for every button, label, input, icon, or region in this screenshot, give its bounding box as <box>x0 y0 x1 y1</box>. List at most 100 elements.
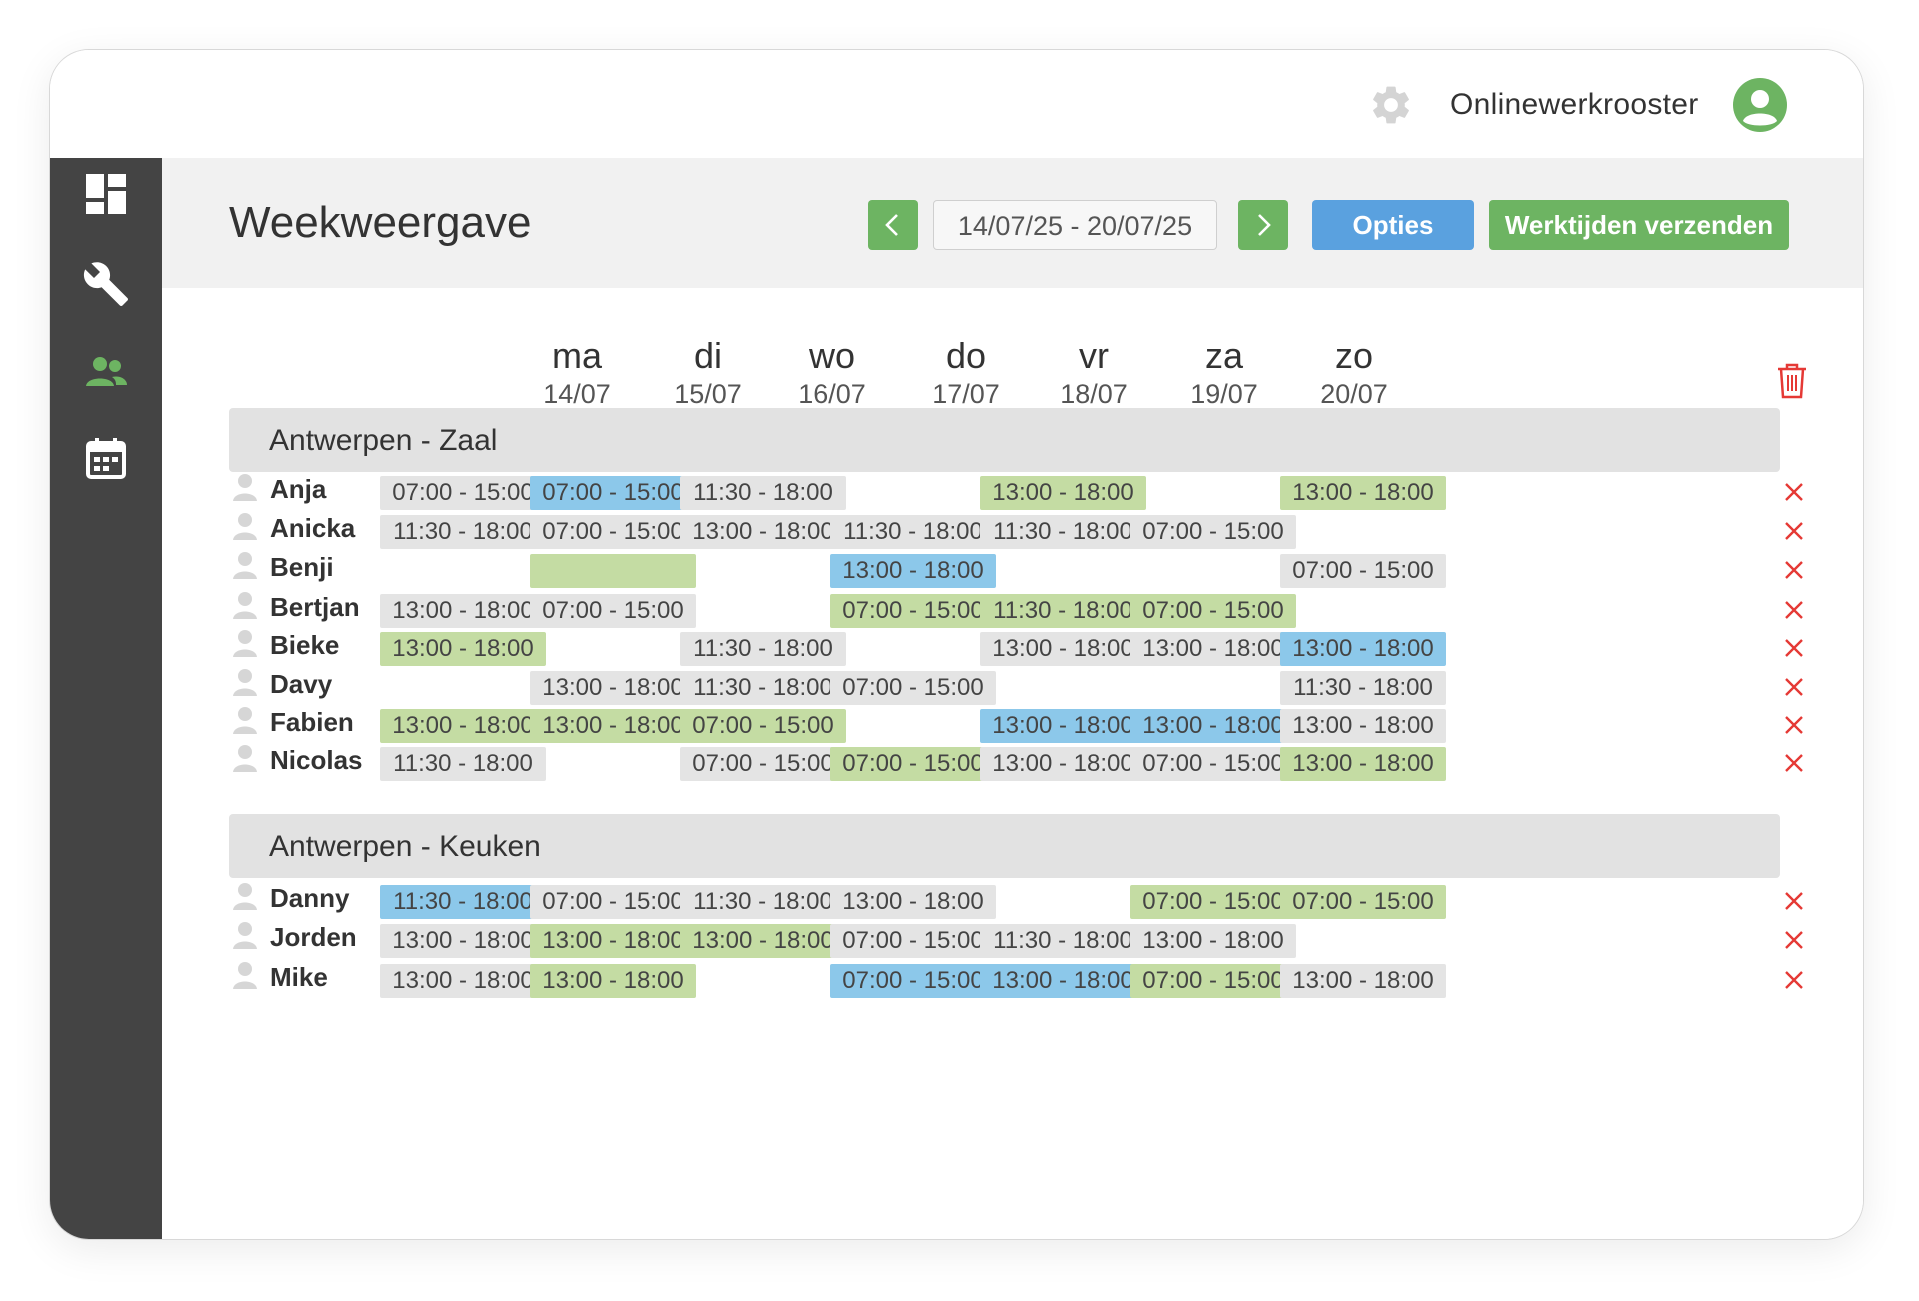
person-icon <box>233 474 257 501</box>
delete-row-icon[interactable] <box>1782 558 1806 582</box>
shift-cell[interactable]: 13:00 - 18:00 <box>1280 747 1446 781</box>
shift-cell[interactable]: 13:00 - 18:00 <box>1130 632 1296 666</box>
user-avatar-icon[interactable] <box>1733 78 1787 132</box>
shift-cell[interactable]: 13:00 - 18:00 <box>530 964 696 998</box>
shift-cell[interactable]: 13:00 - 18:00 <box>830 885 996 919</box>
shift-cell[interactable]: 13:00 - 18:00 <box>380 709 546 743</box>
schedule-row: Anicka 11:30 - 18:00 07:00 - 15:00 13:00 - … <box>162 509 1863 553</box>
shift-cell[interactable]: 07:00 - 15:00 <box>530 885 696 919</box>
shift-cell[interactable]: 11:30 - 18:00 <box>980 515 1146 549</box>
shift-cell[interactable]: 13:00 - 18:00 <box>380 964 546 998</box>
group-header: Antwerpen - Zaal <box>229 408 1780 472</box>
shift-cell[interactable]: 13:00 - 18:00 <box>980 632 1146 666</box>
shift-cell[interactable]: 13:00 - 18:00 <box>680 924 846 958</box>
person-icon <box>233 552 257 579</box>
dashboard-icon[interactable] <box>82 170 130 218</box>
shift-cell[interactable]: 13:00 - 18:00 <box>530 709 696 743</box>
shift-cell[interactable]: 07:00 - 15:00 <box>1130 885 1296 919</box>
main-content: Weekweergave 14/07/25 - 20/07/25 Opties … <box>162 158 1863 1239</box>
shift-cell[interactable]: 07:00 - 15:00 <box>1130 594 1296 628</box>
date-range-field[interactable]: 14/07/25 - 20/07/25 <box>933 200 1217 250</box>
shift-cell[interactable]: 11:30 - 18:00 <box>380 747 546 781</box>
shift-cell[interactable]: 13:00 - 18:00 <box>980 709 1146 743</box>
brand-name: Onlinewerkrooster <box>1450 88 1699 121</box>
delete-row-icon[interactable] <box>1782 889 1806 913</box>
shift-cell[interactable]: 11:30 - 18:00 <box>680 671 846 705</box>
shift-cell[interactable]: 07:00 - 15:00 <box>1130 747 1296 781</box>
employee-name: Bieke <box>270 630 340 660</box>
shift-cell[interactable]: 11:30 - 18:00 <box>830 515 996 549</box>
shift-cell[interactable]: 07:00 - 15:00 <box>830 671 996 705</box>
employee-name: Bertjan <box>270 592 360 622</box>
employee-name: Anja <box>270 474 327 504</box>
shift-cell[interactable]: 07:00 - 15:00 <box>830 747 996 781</box>
shift-cell[interactable]: 07:00 - 15:00 <box>1280 885 1446 919</box>
shift-cell[interactable]: 13:00 - 18:00 <box>980 747 1146 781</box>
users-icon[interactable] <box>82 348 130 396</box>
delete-row-icon[interactable] <box>1782 598 1806 622</box>
shift-cell[interactable]: 13:00 - 18:00 <box>530 671 696 705</box>
schedule-row: Anja 07:00 - 15:00 07:00 - 15:00 11:30 - 18… <box>162 470 1863 514</box>
day-header: zo 20/07 <box>1289 336 1419 412</box>
shift-cell[interactable]: 11:30 - 18:00 <box>680 476 846 510</box>
previous-week-button[interactable] <box>868 200 918 250</box>
delete-row-icon[interactable] <box>1782 751 1806 775</box>
delete-row-icon[interactable] <box>1782 713 1806 737</box>
schedule-row: Bieke 13:00 - 18:00 11:30 - 18:00 13:00 - 1… <box>162 626 1863 670</box>
delete-row-icon[interactable] <box>1782 968 1806 992</box>
shift-cell[interactable]: 07:00 - 15:00 <box>680 709 846 743</box>
shift-cell[interactable]: 11:30 - 18:00 <box>680 632 846 666</box>
shift-cell[interactable]: 11:30 - 18:00 <box>980 594 1146 628</box>
delete-row-icon[interactable] <box>1782 480 1806 504</box>
day-header: di 15/07 <box>643 336 773 412</box>
employee-name: Danny <box>270 883 350 913</box>
wrench-icon[interactable] <box>82 260 130 308</box>
options-button[interactable]: Opties <box>1312 200 1474 250</box>
shift-cell[interactable]: 13:00 - 18:00 <box>1280 709 1446 743</box>
chevron-right-icon <box>1258 214 1271 236</box>
delete-row-icon[interactable] <box>1782 636 1806 660</box>
shift-cell[interactable]: 13:00 - 18:00 <box>680 515 846 549</box>
group-title: Antwerpen - Keuken <box>269 830 541 863</box>
shift-cell[interactable]: 11:30 - 18:00 <box>380 885 546 919</box>
next-week-button[interactable] <box>1238 200 1288 250</box>
shift-cell[interactable]: 07:00 - 15:00 <box>830 924 996 958</box>
shift-cell[interactable] <box>530 554 696 588</box>
shift-cell[interactable]: 13:00 - 18:00 <box>1130 924 1296 958</box>
shift-cell[interactable]: 07:00 - 15:00 <box>1280 554 1446 588</box>
delete-row-icon[interactable] <box>1782 928 1806 952</box>
shift-cell[interactable]: 13:00 - 18:00 <box>1280 964 1446 998</box>
delete-row-icon[interactable] <box>1782 519 1806 543</box>
shift-cell[interactable]: 13:00 - 18:00 <box>380 594 546 628</box>
shift-cell[interactable]: 07:00 - 15:00 <box>830 964 996 998</box>
shift-cell[interactable]: 07:00 - 15:00 <box>380 476 546 510</box>
shift-cell[interactable]: 13:00 - 18:00 <box>980 476 1146 510</box>
shift-cell[interactable]: 11:30 - 18:00 <box>1280 671 1446 705</box>
shift-cell[interactable]: 13:00 - 18:00 <box>1280 632 1446 666</box>
shift-cell[interactable]: 11:30 - 18:00 <box>680 885 846 919</box>
shift-cell[interactable]: 11:30 - 18:00 <box>380 515 546 549</box>
gear-icon[interactable] <box>1368 82 1414 128</box>
shift-cell[interactable]: 07:00 - 15:00 <box>530 515 696 549</box>
shift-cell[interactable]: 13:00 - 18:00 <box>380 632 546 666</box>
shift-cell[interactable]: 07:00 - 15:00 <box>830 594 996 628</box>
trash-icon[interactable] <box>1774 360 1810 400</box>
delete-row-icon[interactable] <box>1782 675 1806 699</box>
calendar-icon[interactable] <box>82 434 130 482</box>
shift-cell[interactable]: 13:00 - 18:00 <box>830 554 996 588</box>
employee-name: Davy <box>270 669 333 699</box>
shift-cell[interactable]: 13:00 - 18:00 <box>530 924 696 958</box>
shift-cell[interactable]: 13:00 - 18:00 <box>380 924 546 958</box>
shift-cell[interactable]: 07:00 - 15:00 <box>1130 964 1296 998</box>
shift-cell[interactable]: 07:00 - 15:00 <box>530 594 696 628</box>
shift-cell[interactable]: 13:00 - 18:00 <box>1130 709 1296 743</box>
shift-cell[interactable]: 07:00 - 15:00 <box>1130 515 1296 549</box>
send-hours-button[interactable]: Werktijden verzenden <box>1489 200 1789 250</box>
shift-cell[interactable]: 11:30 - 18:00 <box>980 924 1146 958</box>
shift-cell[interactable]: 13:00 - 18:00 <box>1280 476 1446 510</box>
shift-cell[interactable]: 13:00 - 18:00 <box>980 964 1146 998</box>
shift-cell[interactable]: 07:00 - 15:00 <box>530 476 696 510</box>
person-icon <box>233 745 257 772</box>
shift-cell[interactable]: 07:00 - 15:00 <box>680 747 846 781</box>
schedule-row: Bertjan 13:00 - 18:00 07:00 - 15:00 07:00 -… <box>162 588 1863 632</box>
